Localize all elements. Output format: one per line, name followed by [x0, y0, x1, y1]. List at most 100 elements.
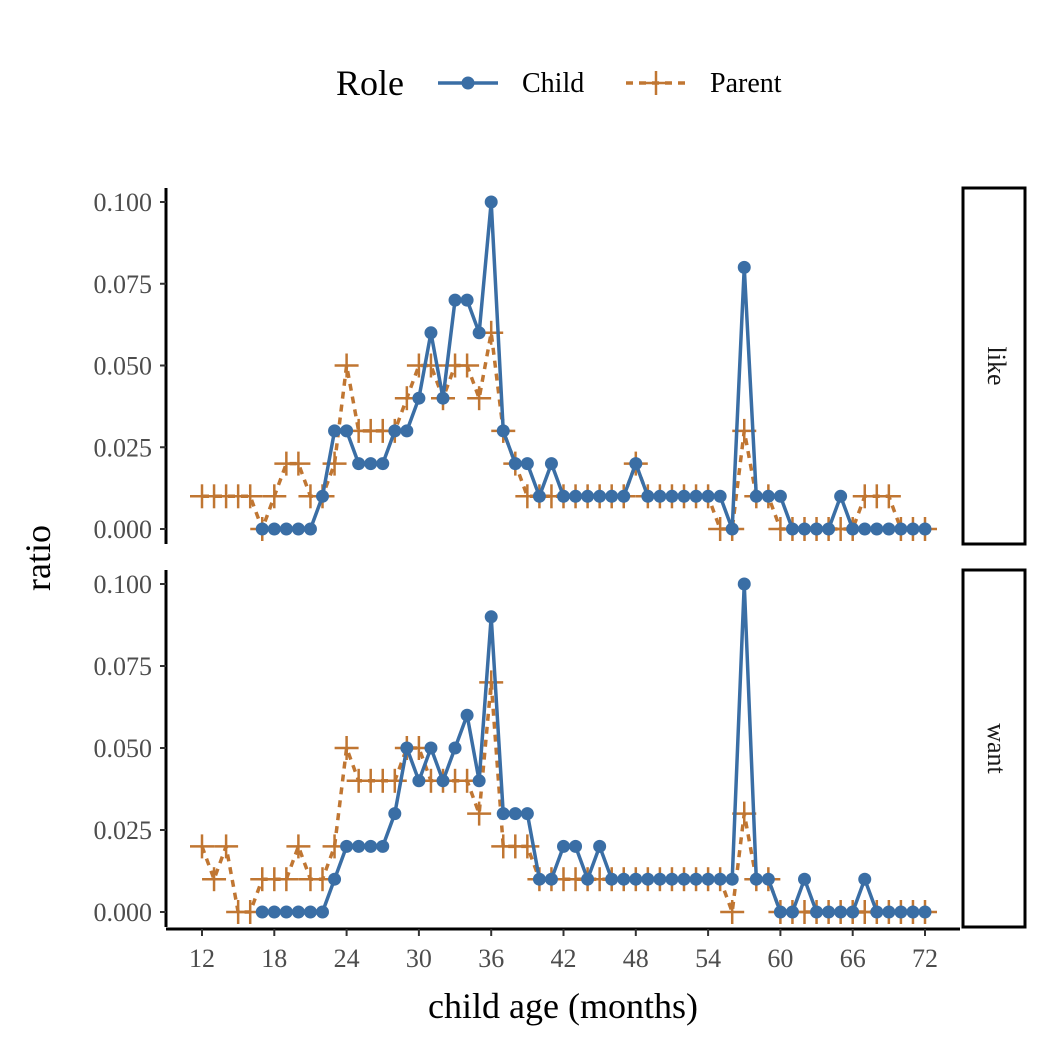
data-point-child — [629, 872, 643, 886]
legend-label-parent: Parent — [710, 68, 782, 99]
data-point-child — [472, 326, 486, 340]
data-point-child — [641, 872, 655, 886]
data-point-child — [508, 457, 522, 471]
data-point-child — [713, 489, 727, 503]
data-point-child — [810, 522, 824, 536]
legend-parent-marker — [644, 71, 668, 95]
data-point-child — [701, 489, 715, 503]
data-point-child — [520, 807, 534, 821]
data-point-child — [725, 872, 739, 886]
data-point-child — [749, 489, 763, 503]
data-point-child — [725, 522, 739, 536]
legend-title: Role — [336, 63, 404, 103]
data-point-parent — [238, 484, 263, 509]
data-point-child — [641, 489, 655, 503]
facet-label-want: want — [982, 723, 1011, 774]
data-point-child — [810, 905, 824, 919]
data-point-child — [532, 489, 546, 503]
data-point-child — [906, 905, 920, 919]
data-point-child — [303, 905, 317, 919]
y-axis-title: ratio — [18, 525, 58, 591]
data-point-child — [496, 807, 510, 821]
y-tick-label: 0.100 — [94, 570, 153, 599]
data-point-child — [412, 774, 426, 788]
data-point-child — [316, 489, 329, 503]
y-tick-label: 0.050 — [94, 734, 153, 763]
data-point-child — [328, 424, 342, 438]
data-point-child — [617, 489, 631, 503]
data-point-child — [834, 489, 848, 503]
data-point-child — [376, 839, 390, 853]
data-point-child — [593, 489, 607, 503]
data-point-parent — [876, 484, 901, 509]
data-point-parent — [190, 834, 214, 859]
data-point-child — [532, 872, 546, 886]
x-tick-label: 24 — [334, 944, 360, 973]
data-point-child — [773, 905, 787, 919]
data-point-child — [798, 522, 811, 536]
data-point-child — [352, 457, 366, 471]
x-tick-label: 60 — [767, 944, 793, 973]
data-point-child — [629, 457, 643, 471]
data-point-parent — [479, 670, 504, 695]
x-tick-label: 54 — [695, 944, 721, 973]
data-point-child — [376, 457, 390, 471]
x-tick-label: 36 — [478, 944, 504, 973]
data-point-child — [713, 872, 727, 886]
x-tick-label: 18 — [261, 944, 287, 973]
data-point-child — [617, 872, 631, 886]
data-point-parent — [720, 900, 745, 924]
data-point-child — [605, 489, 619, 503]
data-point-child — [906, 522, 920, 536]
data-point-child — [544, 457, 558, 471]
data-point-child — [653, 489, 667, 503]
y-tick-label: 0.025 — [94, 433, 153, 462]
data-point-child — [460, 708, 474, 722]
data-point-child — [701, 872, 715, 886]
data-point-child — [255, 522, 269, 536]
data-point-parent — [214, 834, 239, 859]
data-point-child — [352, 839, 366, 853]
data-point-child — [858, 522, 872, 536]
data-point-child — [605, 872, 619, 886]
data-point-child — [303, 522, 317, 536]
data-point-child — [761, 872, 775, 886]
series-line-child — [262, 582, 925, 914]
data-point-child — [785, 522, 799, 536]
data-point-child — [822, 905, 836, 919]
data-point-child — [822, 522, 836, 536]
data-point-child — [340, 839, 354, 853]
data-point-child — [761, 489, 775, 503]
data-point-child — [520, 457, 534, 471]
data-point-parent — [515, 834, 540, 859]
data-point-child — [846, 905, 860, 919]
data-point-parent — [455, 353, 480, 378]
x-tick-label: 66 — [840, 944, 866, 973]
data-point-parent — [418, 353, 443, 378]
data-point-parent — [467, 801, 492, 826]
data-point-child — [412, 391, 426, 405]
data-point-child — [484, 610, 498, 624]
data-point-child — [773, 489, 787, 503]
data-point-child — [882, 522, 896, 536]
data-point-child — [918, 905, 932, 919]
x-tick-label: 42 — [551, 944, 577, 973]
x-tick-label: 72 — [912, 944, 938, 973]
data-point-child — [785, 905, 799, 919]
data-point-child — [424, 741, 438, 755]
data-point-child — [557, 839, 570, 853]
data-point-child — [448, 741, 462, 755]
data-point-child — [279, 522, 293, 536]
data-point-parent — [467, 386, 492, 411]
data-point-parent — [322, 451, 347, 476]
data-point-child — [737, 260, 751, 274]
data-point-child — [436, 391, 450, 405]
data-point-child — [858, 872, 872, 886]
data-point-parent — [274, 867, 299, 892]
data-point-child — [279, 905, 293, 919]
panels: 0.0000.0250.0500.0750.100like0.0000.0250… — [94, 186, 1027, 973]
legend-child-marker — [461, 76, 475, 90]
data-point-child — [267, 905, 281, 919]
x-tick-label: 48 — [623, 944, 649, 973]
data-point-parent — [286, 834, 311, 859]
